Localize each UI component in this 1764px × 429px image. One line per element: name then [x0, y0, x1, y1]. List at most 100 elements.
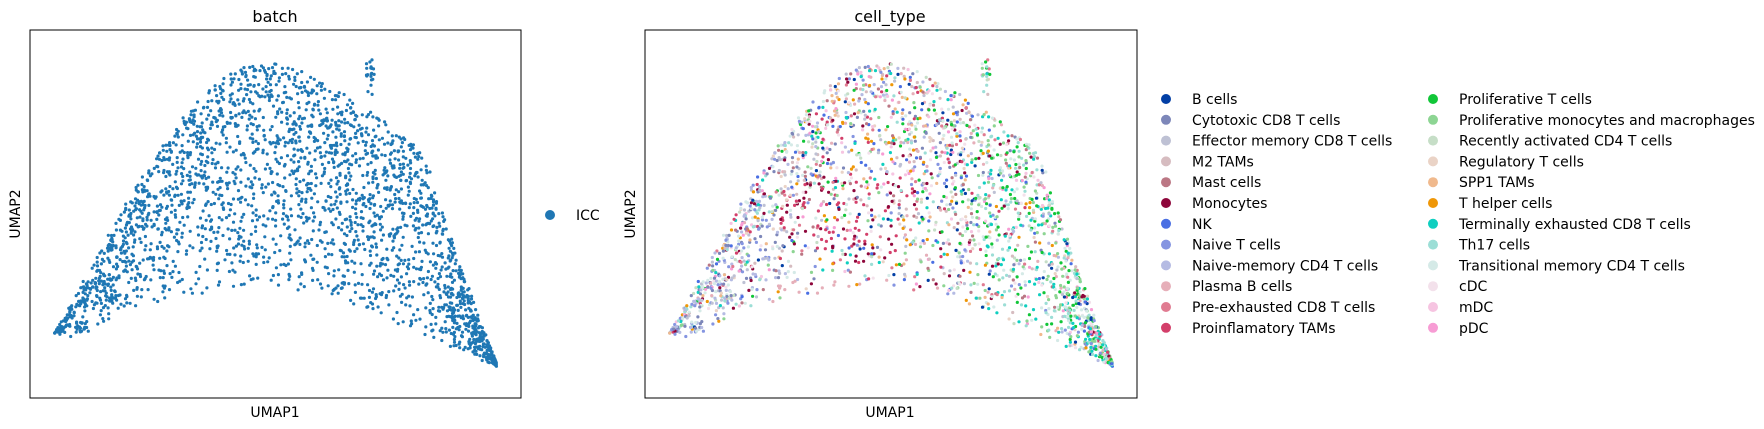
batch-point [167, 226, 171, 230]
cell-type-point [851, 231, 855, 235]
batch-point [375, 264, 379, 268]
cell-type-point [859, 70, 863, 74]
batch-point [274, 218, 278, 222]
batch-point [452, 308, 456, 313]
batch-point [307, 172, 311, 176]
cell-type-point [992, 190, 996, 194]
batch-point [330, 253, 334, 257]
batch-point [161, 148, 165, 152]
cell-type-point [745, 201, 750, 205]
batch-point [291, 171, 296, 176]
batch-point [263, 95, 267, 99]
batch-point [344, 189, 348, 193]
batch-point [248, 113, 252, 117]
cell-type-point [895, 120, 899, 124]
batch-point [251, 64, 255, 69]
cell-type-point [946, 292, 950, 296]
cell-type-point [1078, 277, 1082, 281]
cell-type-point [922, 182, 926, 186]
cell-type-point [897, 212, 901, 216]
batch-point [219, 91, 223, 95]
batch-point [168, 173, 172, 177]
batch-point [176, 250, 180, 254]
cell-type-point [833, 84, 837, 89]
batch-point [168, 143, 172, 148]
cell-type-point [907, 127, 912, 131]
cell-type-point [877, 128, 881, 132]
cell-type-point [739, 226, 743, 230]
batch-point [217, 109, 221, 113]
cell-type-point [999, 198, 1003, 202]
cell-type-point [883, 166, 888, 170]
batch-point [78, 304, 82, 308]
batch-point [374, 245, 379, 249]
cell-type-point [774, 276, 778, 280]
batch-point [402, 165, 406, 170]
cell-type-point [1024, 166, 1028, 171]
batch-point [306, 182, 311, 186]
batch-point [138, 272, 142, 277]
batch-point [185, 249, 189, 253]
batch-point [407, 262, 411, 266]
cell-type-point [750, 216, 755, 220]
cell-type-point [1056, 265, 1060, 269]
batch-point [188, 244, 192, 248]
batch-point [246, 259, 250, 263]
batch-point [115, 255, 119, 259]
cell-type-point [964, 137, 968, 141]
cell-type-point [893, 79, 897, 83]
cell-type-point [797, 290, 801, 294]
cell-type-point [934, 223, 938, 227]
batch-point [163, 296, 167, 300]
batch-point [342, 274, 346, 278]
batch-point [313, 149, 317, 153]
batch-point [270, 66, 275, 70]
cell-type-point [1033, 231, 1037, 235]
cell-type-point [918, 116, 922, 120]
batch-point [261, 148, 265, 152]
cell-type-point [901, 215, 905, 219]
batch-point [224, 141, 228, 145]
batch-point [305, 102, 309, 106]
batch-point [158, 203, 163, 207]
cell-type-point [847, 246, 851, 250]
batch-point [159, 190, 163, 194]
batch-point [467, 324, 471, 328]
cell-type-point [836, 114, 840, 118]
cell-type-point [978, 296, 982, 300]
batch-point [66, 316, 70, 320]
batch-point [309, 164, 313, 168]
batch-point [173, 193, 177, 197]
cell-type-point [722, 312, 726, 316]
cell-type-point [969, 230, 974, 234]
batch-point [292, 147, 296, 151]
batch-point [404, 156, 408, 160]
batch-point [261, 151, 265, 155]
cell-type-point [1062, 285, 1066, 289]
cell-type-point [858, 153, 862, 157]
cell-type-point [914, 180, 918, 184]
batch-point [287, 77, 291, 81]
batch-point [281, 185, 285, 189]
cell-type-point [1036, 259, 1040, 263]
batch-point [428, 260, 432, 264]
batch-point [326, 194, 330, 199]
cell-type-point [976, 282, 980, 286]
cell-type-point [1071, 321, 1075, 325]
batch-point [128, 301, 132, 305]
batch-point [418, 189, 422, 193]
batch-point [300, 90, 304, 94]
batch-point [392, 246, 396, 250]
cell-type-point [1072, 308, 1076, 312]
cell-type-point [771, 204, 775, 208]
batch-point [165, 149, 169, 153]
cell-type-point [972, 238, 976, 242]
batch-point [95, 294, 99, 298]
cell-type-point [780, 149, 784, 153]
cell-type-point [962, 268, 966, 272]
cell-type-point [798, 150, 802, 155]
batch-point [462, 299, 466, 303]
batch-point [342, 232, 347, 236]
cell-type-point [912, 117, 916, 121]
batch-point [347, 248, 351, 252]
